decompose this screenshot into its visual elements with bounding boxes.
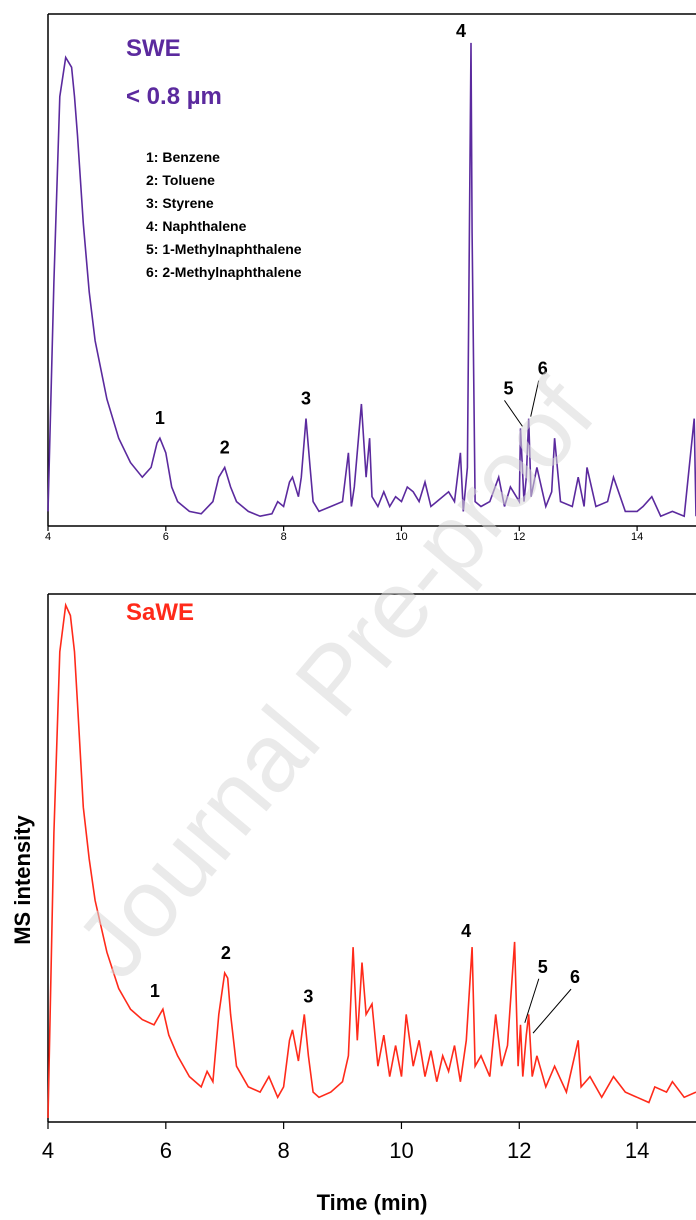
legend-entry: 3: Styrene <box>146 195 214 211</box>
x-tick-label: 10 <box>395 531 407 543</box>
x-tick-label: 12 <box>513 531 525 543</box>
swe-ticks: 4 6 8 10 12 14 <box>45 526 643 543</box>
x-axis-title: Time (min) <box>317 1190 428 1215</box>
legend-entry: 2: Toluene <box>146 172 215 188</box>
swe-title: SWE <box>126 35 181 62</box>
x-tick-label: 4 <box>42 1138 54 1163</box>
peak-label-1: 1 <box>150 981 160 1001</box>
peak-label-4: 4 <box>456 21 466 41</box>
x-tick-label: 6 <box>160 1138 172 1163</box>
peak-label-3: 3 <box>301 389 311 409</box>
y-axis-title: MS intensity <box>10 814 35 944</box>
x-tick-label: 14 <box>631 531 643 543</box>
x-tick-label: 14 <box>625 1138 649 1163</box>
x-tick-label: 10 <box>389 1138 413 1163</box>
peak-label-5: 5 <box>503 378 513 398</box>
legend-entry: 4: Naphthalene <box>146 218 247 234</box>
peak-label-5: 5 <box>538 957 548 977</box>
peak-leader-5 <box>504 400 523 427</box>
swe-subtitle: < 0.8 µm <box>126 83 222 110</box>
legend-entry: 5: 1-Methylnaphthalene <box>146 241 302 257</box>
swe-trace-line <box>47 42 696 518</box>
peak-label-4: 4 <box>461 921 471 941</box>
sawe-ticks: 4 6 8 10 12 14 <box>42 1122 649 1163</box>
x-tick-label: 12 <box>507 1138 531 1163</box>
sawe-peak-labels: 1 2 3 4 5 6 <box>150 921 580 1034</box>
swe-peak-labels: 1 2 3 4 5 6 <box>155 21 548 458</box>
legend-entry: 6: 2-Methylnaphthalene <box>146 264 302 280</box>
sawe-trace-line <box>47 602 696 1119</box>
peak-label-3: 3 <box>303 986 313 1006</box>
x-tick-label: 4 <box>45 531 51 543</box>
journal-pre-proof-watermark: Journal Pre-proof <box>56 360 615 997</box>
peak-label-1: 1 <box>155 408 165 428</box>
peak-label-2: 2 <box>220 437 230 457</box>
peak-leader-6 <box>532 988 572 1034</box>
x-tick-label: 6 <box>163 531 169 543</box>
x-tick-label: 8 <box>278 1138 290 1163</box>
peak-label-2: 2 <box>221 943 231 963</box>
peak-leader-5 <box>524 978 540 1023</box>
x-tick-label: 8 <box>281 531 287 543</box>
swe-legend: 1: Benzene 2: Toluene 3: Styrene 4: Naphtha… <box>146 149 302 280</box>
peak-leader-6 <box>530 380 540 417</box>
peak-label-6: 6 <box>570 967 580 987</box>
peak-label-6: 6 <box>538 359 548 379</box>
sawe-title: SaWE <box>126 599 194 626</box>
legend-entry: 1: Benzene <box>146 149 220 165</box>
